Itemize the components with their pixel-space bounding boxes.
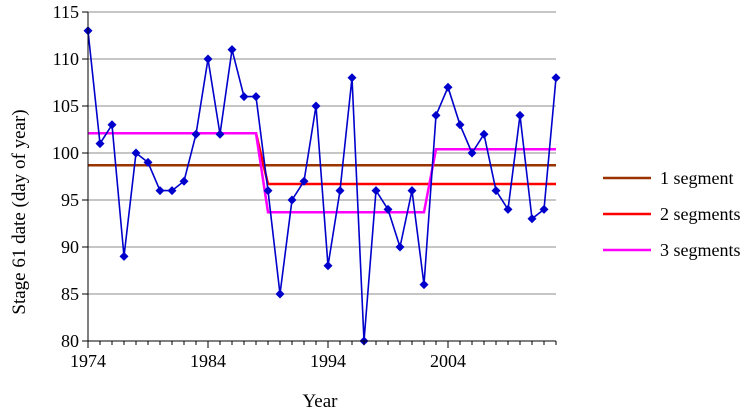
- axes: [82, 11, 557, 348]
- data-point-1981: [167, 186, 177, 196]
- data-point-2010: [515, 110, 525, 120]
- x-tick-label-1974: 1974: [70, 351, 106, 371]
- data-point-2000: [395, 242, 405, 252]
- y-tick-label-110: 110: [53, 49, 79, 69]
- observed-series: [83, 26, 561, 346]
- data-point-1984: [203, 54, 213, 64]
- y-tick-label-80: 80: [61, 331, 79, 351]
- data-point-1983: [191, 129, 201, 139]
- data-point-1987: [239, 92, 249, 102]
- legend-label-3: 3 segments: [660, 240, 741, 260]
- legend: 1 segment 2 segments 3 segments: [603, 168, 741, 260]
- data-point-1996: [347, 73, 357, 83]
- data-point-1991: [287, 195, 297, 205]
- y-tick-label-115: 115: [53, 2, 79, 22]
- x-tick-label-1994: 1994: [310, 351, 346, 371]
- observed-line: [87, 30, 557, 342]
- data-point-2013: [551, 73, 561, 83]
- data-point-2003: [431, 110, 441, 120]
- y-tick-label-95: 95: [61, 190, 79, 210]
- x-axis-title: Year: [302, 391, 338, 412]
- data-point-1980: [155, 186, 165, 196]
- data-point-1988: [251, 92, 261, 102]
- data-point-2007: [479, 129, 489, 139]
- data-point-2001: [407, 186, 417, 196]
- data-point-1995: [335, 186, 345, 196]
- legend-label-1: 1 segment: [660, 168, 734, 188]
- y-axis-title: Stage 61 date (day of year): [9, 109, 30, 314]
- y-tick-label-100: 100: [52, 143, 79, 163]
- fit-lines: [88, 132, 556, 214]
- x-tick-label-2004: 2004: [430, 351, 466, 371]
- data-point-1998: [371, 186, 381, 196]
- series-line-3: [88, 132, 556, 214]
- y-tick-label-85: 85: [61, 284, 79, 304]
- data-point-2004: [443, 82, 453, 92]
- data-point-2008: [491, 186, 501, 196]
- grid-lines: [88, 11, 556, 295]
- data-point-1989: [263, 186, 273, 196]
- data-point-2011: [527, 214, 537, 224]
- data-point-1986: [227, 45, 237, 55]
- data-point-1994: [323, 261, 333, 271]
- data-point-1977: [119, 251, 129, 261]
- tick-labels: 80 85 90 95 100 105 110 115 1974 1984 1994 2004: [52, 2, 466, 371]
- data-point-1999: [383, 204, 393, 214]
- data-point-2012: [539, 204, 549, 214]
- data-point-2006: [467, 148, 477, 158]
- data-point-1978: [131, 148, 141, 158]
- data-point-1993: [311, 101, 321, 111]
- data-point-1976: [107, 120, 117, 130]
- data-point-1985: [215, 129, 225, 139]
- data-point-2009: [503, 204, 513, 214]
- data-point-1979: [143, 157, 153, 167]
- data-point-1992: [299, 176, 309, 186]
- x-tick-label-1984: 1984: [190, 351, 226, 371]
- y-tick-label-90: 90: [61, 237, 79, 257]
- data-point-1975: [95, 139, 105, 149]
- y-tick-label-105: 105: [52, 96, 79, 116]
- data-point-1990: [275, 289, 285, 299]
- legend-label-2: 2 segments: [660, 204, 741, 224]
- data-point-2002: [419, 280, 429, 290]
- data-point-2005: [455, 120, 465, 130]
- data-point-1982: [179, 176, 189, 186]
